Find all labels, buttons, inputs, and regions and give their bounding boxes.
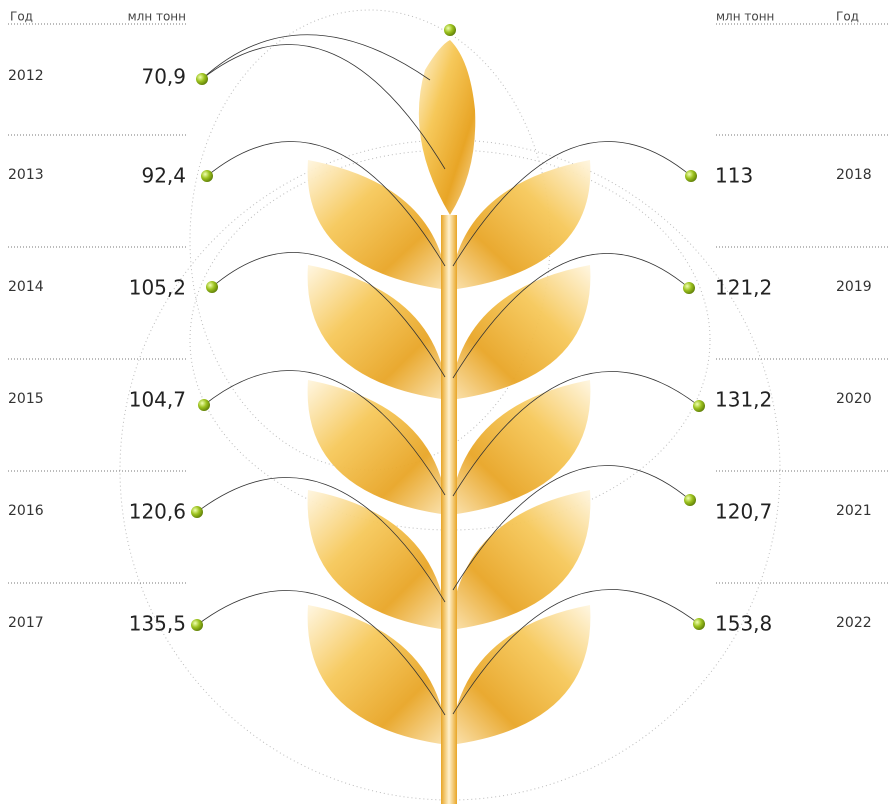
- labels: Год млн тонн млн тонн Год 2012 70,9 2013 92,4 20…: [8, 10, 872, 636]
- dot: [683, 282, 695, 294]
- leaf: [307, 265, 448, 400]
- leaf: [450, 265, 591, 400]
- year: 2021: [836, 503, 872, 519]
- stem: [441, 215, 457, 804]
- year: 2013: [8, 167, 44, 183]
- leaves: [307, 160, 591, 745]
- connector: [196, 590, 446, 716]
- header-year: Год: [10, 10, 33, 24]
- dot: [693, 618, 705, 630]
- leaf: [450, 160, 591, 290]
- dot: [685, 170, 697, 182]
- value: 104,7: [129, 388, 186, 412]
- value: 70,9: [141, 65, 186, 89]
- dot: [693, 400, 705, 412]
- dot: [191, 506, 203, 518]
- leaf: [307, 490, 448, 630]
- dot: [684, 494, 696, 506]
- leaf: [450, 605, 591, 745]
- year: 2016: [8, 503, 44, 519]
- year: 2015: [8, 391, 44, 407]
- dot: [196, 73, 208, 85]
- connector: [196, 477, 446, 603]
- header-unit: млн тонн: [716, 10, 774, 24]
- dot: [191, 619, 203, 631]
- value: 135,5: [129, 612, 186, 636]
- connector: [206, 141, 446, 267]
- value: 153,8: [715, 612, 772, 636]
- dot: [444, 24, 456, 36]
- connector: [201, 34, 431, 81]
- year: 2018: [836, 167, 872, 183]
- connector: [203, 370, 446, 496]
- connector: [452, 589, 700, 715]
- connectors: [196, 34, 700, 716]
- value: 121,2: [715, 276, 772, 300]
- value: 120,6: [129, 500, 186, 524]
- connector: [201, 44, 446, 170]
- dot: [206, 281, 218, 293]
- year: 2014: [8, 279, 44, 295]
- leaf: [450, 490, 591, 630]
- value: 120,7: [715, 500, 772, 524]
- dot: [201, 170, 213, 182]
- header-unit: млн тонн: [128, 10, 186, 24]
- connector: [211, 252, 446, 378]
- year: 2019: [836, 279, 872, 295]
- leaf: [307, 605, 448, 745]
- year: 2022: [836, 615, 872, 631]
- top-grain: [418, 40, 476, 215]
- connector: [452, 141, 692, 267]
- separators: [8, 23, 890, 584]
- value: 131,2: [715, 388, 772, 412]
- year: 2020: [836, 391, 872, 407]
- connector: [452, 465, 691, 591]
- connector: [452, 253, 690, 379]
- leaf: [307, 160, 448, 290]
- year: 2017: [8, 615, 44, 631]
- dots: [191, 24, 705, 631]
- leaf: [307, 380, 448, 515]
- connector: [452, 371, 700, 497]
- value: 105,2: [129, 276, 186, 300]
- value: 113: [715, 164, 753, 188]
- leaf: [450, 380, 591, 515]
- dot: [198, 399, 210, 411]
- value: 92,4: [141, 164, 186, 188]
- header-year: Год: [836, 10, 859, 24]
- year: 2012: [8, 68, 44, 84]
